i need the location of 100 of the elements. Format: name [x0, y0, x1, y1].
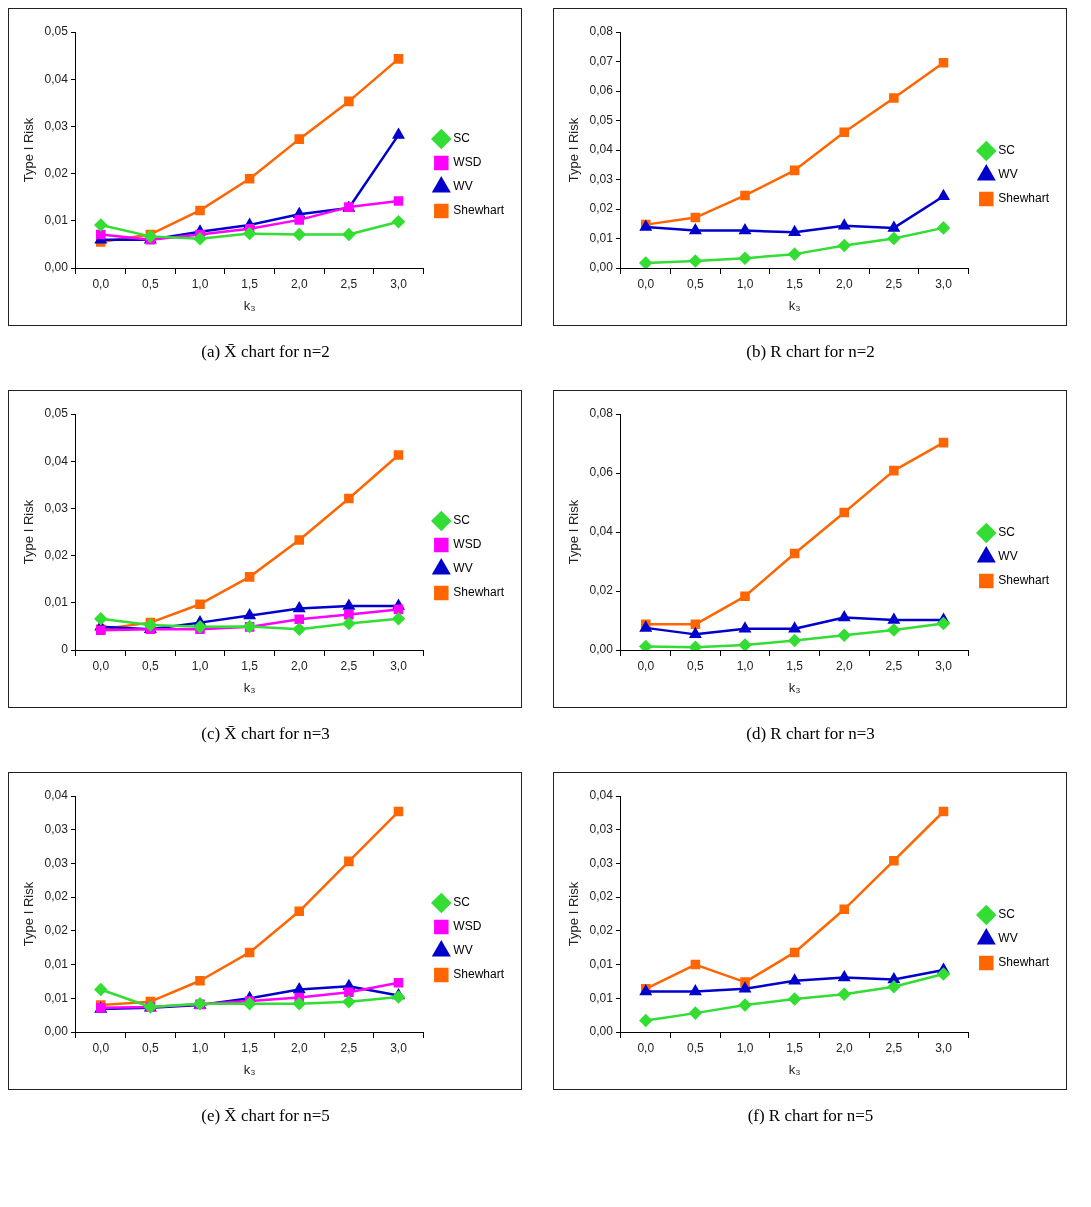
- legend-label: Shewhart: [998, 573, 1050, 588]
- y-tick-label: 0,00: [589, 260, 614, 275]
- x-tick-label: 1,5: [786, 276, 804, 291]
- y-tick-label: 0,02: [589, 201, 614, 216]
- x-tick-label: 1,0: [191, 658, 209, 673]
- y-tick-label: 0,01: [589, 230, 614, 245]
- legend-label: WV: [998, 931, 1018, 946]
- legend-label: SC: [453, 895, 471, 910]
- text: (a) X̄ chart for n=2: [200, 342, 331, 363]
- x-tick-label: 2,5: [340, 1040, 358, 1055]
- x-tick-label: 1,0: [191, 276, 209, 291]
- y-axis-title: Type I Risk: [21, 881, 37, 947]
- y-tick-label: 0,01: [44, 595, 69, 610]
- legend-label: SC: [998, 143, 1016, 158]
- y-tick-label: 0,04: [44, 453, 69, 468]
- y-tick-label: 0,03: [44, 118, 69, 133]
- y-tick-label: 0,03: [44, 822, 69, 837]
- y-axis-title: Type I Risk: [21, 499, 37, 565]
- legend-label: WV: [453, 561, 473, 576]
- text: (d) R chart for n=3: [745, 724, 876, 745]
- y-tick-label: 0,04: [589, 788, 614, 803]
- legend-label: WV: [998, 167, 1018, 182]
- x-tick-label: 1,5: [241, 276, 259, 291]
- x-tick-label: 3,0: [935, 658, 953, 673]
- y-tick-label: 0,06: [589, 465, 614, 480]
- y-tick-label: 0,03: [589, 822, 614, 837]
- legend-label: WSD: [453, 919, 482, 934]
- y-tick-label: 0,02: [44, 889, 69, 904]
- x-tick-label: 3,0: [390, 276, 408, 291]
- y-tick-label: 0,02: [44, 165, 69, 180]
- x-tick-label: 0,0: [637, 276, 655, 291]
- y-axis-title: Type I Risk: [566, 881, 582, 947]
- x-tick-label: 1,5: [786, 658, 804, 673]
- x-tick-label: 1,0: [736, 658, 754, 673]
- y-tick-label: 0,04: [44, 788, 69, 803]
- y-tick-label: 0,02: [589, 889, 614, 904]
- legend-label: WV: [998, 549, 1018, 564]
- legend-label: SC: [453, 131, 471, 146]
- y-tick-label: 0,01: [44, 990, 69, 1005]
- legend-label: WSD: [453, 537, 482, 552]
- y-tick-label: 0,02: [589, 923, 614, 938]
- x-tick-label: 1,0: [191, 1040, 209, 1055]
- x-tick-label: 0,0: [637, 1040, 655, 1055]
- y-tick-label: 0,01: [589, 990, 614, 1005]
- x-tick-label: 1,5: [241, 658, 259, 673]
- legend-label: Shewhart: [998, 955, 1050, 970]
- y-tick-label: 0,00: [589, 642, 614, 657]
- y-axis-title: Type I Risk: [566, 499, 582, 565]
- y-tick-label: 0,05: [589, 112, 614, 127]
- x-tick-label: 3,0: [935, 1040, 953, 1055]
- x-tick-label: 1,5: [786, 1040, 804, 1055]
- x-tick-label: 2,0: [290, 276, 308, 291]
- y-tick-label: 0,03: [589, 171, 614, 186]
- legend-label: Shewhart: [453, 967, 505, 982]
- x-tick-label: 2,0: [290, 658, 308, 673]
- y-tick-label: 0,05: [44, 406, 69, 421]
- y-tick-label: 0,03: [44, 855, 69, 870]
- y-axis-title: Type I Risk: [21, 117, 37, 183]
- text: (f) R chart for n=5: [746, 1106, 875, 1127]
- x-axis-title: k₃: [243, 679, 256, 695]
- y-tick-label: 0,05: [44, 24, 69, 39]
- legend-label: SC: [453, 513, 471, 528]
- y-tick-label: 0,02: [44, 923, 69, 938]
- x-tick-label: 1,0: [736, 1040, 754, 1055]
- y-tick-label: 0: [61, 642, 69, 657]
- x-tick-label: 0,5: [687, 276, 705, 291]
- y-axis-title: Type I Risk: [566, 117, 582, 183]
- x-tick-label: 2,0: [835, 658, 853, 673]
- x-tick-label: 2,5: [885, 276, 903, 291]
- y-tick-label: 0,01: [589, 956, 614, 971]
- y-tick-label: 0,08: [589, 24, 614, 39]
- x-tick-label: 2,0: [835, 276, 853, 291]
- x-axis-title: k₃: [243, 1061, 256, 1077]
- x-tick-label: 0,0: [92, 1040, 110, 1055]
- y-tick-label: 0,04: [44, 71, 69, 86]
- legend-label: Shewhart: [453, 585, 505, 600]
- x-tick-label: 2,0: [290, 1040, 308, 1055]
- legend-label: SC: [998, 525, 1016, 540]
- y-tick-label: 0,01: [44, 213, 69, 228]
- x-tick-label: 2,5: [885, 658, 903, 673]
- legend-label: WV: [453, 179, 473, 194]
- y-tick-label: 0,01: [44, 956, 69, 971]
- text: (c) X̄ chart for n=3: [200, 724, 331, 745]
- x-tick-label: 2,5: [885, 1040, 903, 1055]
- x-axis-title: k₃: [243, 297, 256, 313]
- legend-label: Shewhart: [998, 191, 1050, 206]
- y-tick-label: 0,02: [589, 583, 614, 598]
- x-tick-label: 3,0: [390, 658, 408, 673]
- x-tick-label: 2,0: [835, 1040, 853, 1055]
- y-tick-label: 0,03: [44, 500, 69, 515]
- y-tick-label: 0,00: [589, 1024, 614, 1039]
- x-tick-label: 3,0: [935, 276, 953, 291]
- y-tick-label: 0,07: [589, 53, 614, 68]
- x-tick-label: 1,5: [241, 1040, 259, 1055]
- x-tick-label: 2,5: [340, 276, 358, 291]
- x-tick-label: 1,0: [736, 276, 754, 291]
- x-tick-label: 0,5: [142, 1040, 160, 1055]
- legend-label: WV: [453, 943, 473, 958]
- y-tick-label: 0,04: [589, 524, 614, 539]
- y-tick-label: 0,04: [589, 142, 614, 157]
